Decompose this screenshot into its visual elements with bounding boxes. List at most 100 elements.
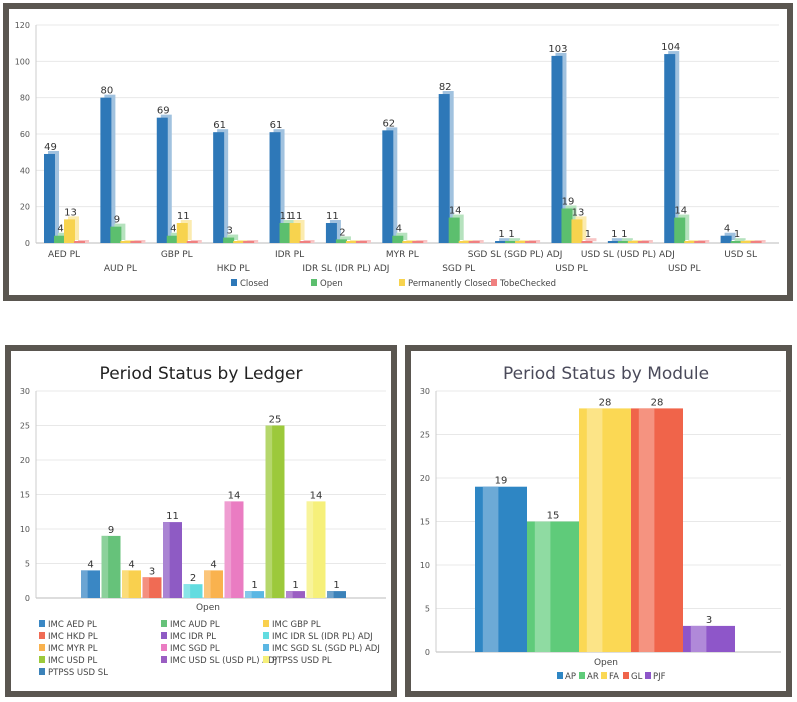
legend-swatch [601,672,607,679]
bar [176,223,188,243]
y-tick-label: 20 [20,203,30,212]
data-label: 13 [572,207,585,218]
legend-swatch [311,279,317,286]
bar [617,241,629,243]
data-label: 14 [674,206,687,217]
bar [438,94,450,244]
bar-highlight [183,584,191,598]
legend-swatch [399,279,405,286]
data-label: 1 [333,580,339,591]
data-label: 80 [101,86,114,97]
legend-label: IMC SGD PL [170,644,220,654]
bar [327,591,346,598]
data-label: 62 [382,118,395,129]
data-label: 13 [64,207,77,218]
bar-depth [509,238,521,242]
data-label: 103 [548,44,567,55]
data-label: 11 [290,211,303,222]
legend-label: IMC AUD PL [170,620,220,630]
bar-highlight [245,591,252,598]
data-label: 2 [190,573,196,584]
bar [527,521,579,652]
legend-swatch [39,656,45,663]
legend-swatch [161,656,167,663]
data-label: 2 [339,227,345,238]
data-label: 28 [599,397,612,408]
ledger-status-chart-panel: 0 20 40 60 80 100 120 49 4 13 AED PL 80 9 AUD PL 69 4 11… [3,3,793,301]
data-label: 3 [706,615,712,626]
data-label: 25 [269,415,282,426]
data-label: 9 [108,525,114,536]
legend-swatch [161,632,167,639]
data-label: 104 [661,42,680,53]
bar [269,132,281,243]
data-label: 4 [170,224,176,235]
bar-highlight [534,521,551,652]
legend-label: IMC AED PL [48,620,97,630]
legend-label: PJF [653,672,666,682]
bar [44,153,55,243]
legend-label: AP [565,672,576,682]
category-label: USD SL (USD PL) ADJ [581,250,675,260]
y-tick-label: 60 [20,130,30,139]
bar [730,241,742,243]
data-label: 1 [251,580,257,591]
bar [627,241,639,243]
legend-label: IMC GBP PL [272,620,321,630]
data-label: 15 [547,511,560,522]
bar [110,226,122,243]
bar-depth [734,238,746,242]
data-label: 1 [498,229,504,240]
legend-swatch [645,672,651,679]
bar-highlight [142,577,150,598]
bar [325,223,337,243]
bar-highlight [224,501,232,598]
bar [213,132,225,243]
bar [392,235,404,243]
bar [475,486,527,652]
bar [355,241,367,243]
bar-highlight [122,570,129,598]
data-label: 1 [292,580,298,591]
bar [468,241,480,243]
data-label: 11 [166,511,179,522]
bar [740,241,752,243]
data-label: 28 [651,397,664,408]
bar [223,237,235,243]
bar [382,130,394,243]
data-label: 11 [280,211,293,222]
data-label: 3 [226,226,232,237]
bar [607,241,619,243]
bar-highlight [586,408,603,652]
bar [720,235,732,243]
bar [505,241,517,243]
data-label: 1 [734,229,740,240]
bar [233,241,245,243]
bar-highlight [81,570,88,598]
legend-swatch [39,632,45,639]
y-tick-label: 5 [25,560,30,569]
data-label: 61 [270,120,283,131]
y-tick-label: 80 [20,94,30,103]
legend-label: IMC MYR PL [48,644,98,654]
y-tick-label: 30 [420,387,430,396]
bar-highlight [306,501,314,598]
bar [674,217,686,243]
category-label: AED PL [48,250,80,260]
legend-label: PTPSS USD PL [272,656,332,666]
bar-depth [339,236,351,240]
data-label: 4 [87,559,93,570]
data-label: 1 [611,229,617,240]
bar [120,241,132,243]
bar [664,54,676,243]
data-label: 11 [326,211,339,222]
category-label: HKD PL [217,264,250,274]
legend-label: GL [631,672,643,682]
legend-label: Closed [240,279,269,289]
legend-swatch [161,644,167,651]
category-label: AUD PL [104,264,137,274]
bar [551,55,563,244]
category-label: SGD SL (SGD PL) ADJ [468,250,563,260]
legend-label: TobeChecked [499,279,556,289]
